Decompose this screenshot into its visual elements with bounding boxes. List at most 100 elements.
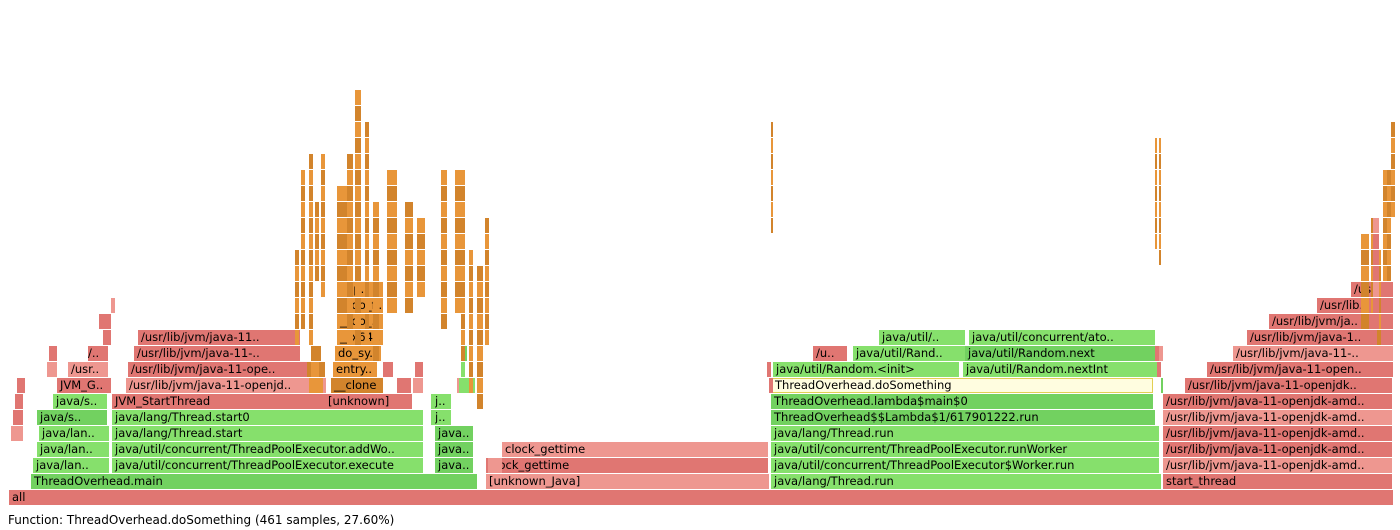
spike-frame[interactable] — [441, 202, 447, 217]
frame-java-lan[interactable]: java/lan.. — [33, 458, 109, 473]
spike-frame[interactable] — [1373, 298, 1379, 313]
spike-frame[interactable] — [771, 122, 773, 137]
spike-frame[interactable] — [387, 202, 397, 217]
frame-jvm-g[interactable]: JVM_G.. — [57, 378, 111, 393]
spike-frame[interactable] — [365, 266, 369, 281]
spike-frame[interactable] — [405, 298, 413, 313]
spike-frame[interactable] — [355, 250, 361, 265]
frame-java-util[interactable]: java/util/.. — [879, 330, 965, 345]
spike-frame[interactable] — [365, 170, 369, 185]
frame-usr-lib-jvm-java-1[interactable]: /usr/lib/jvm/java-1.. — [1247, 330, 1393, 345]
spike-frame[interactable] — [365, 250, 369, 265]
spike-frame[interactable] — [387, 266, 397, 281]
frame-java-util-rand[interactable]: java/util/Rand.. — [853, 346, 966, 361]
spike-frame[interactable] — [309, 234, 313, 249]
spike-frame[interactable] — [1377, 314, 1381, 329]
frame-java-util-random-next[interactable]: java/util/Random.next — [965, 346, 1155, 361]
spike-frame[interactable] — [405, 282, 413, 297]
spike-frame[interactable] — [1387, 186, 1391, 201]
spike-frame[interactable] — [295, 266, 299, 281]
spike-frame[interactable] — [485, 282, 489, 297]
spike-frame[interactable] — [365, 138, 369, 153]
spike-frame[interactable] — [1387, 266, 1391, 281]
spike-frame[interactable] — [355, 234, 361, 249]
spike-frame[interactable] — [315, 250, 319, 265]
spike-frame[interactable] — [1159, 138, 1161, 153]
spike-frame[interactable] — [477, 314, 483, 329]
spike-frame[interactable] — [1361, 314, 1369, 329]
spike-frame[interactable] — [485, 234, 489, 249]
frame-unknown-java[interactable]: [unknown_Java] — [486, 474, 769, 489]
frame-unlabeled[interactable] — [49, 346, 57, 361]
spike-frame[interactable] — [321, 218, 325, 233]
frame-unlabeled[interactable] — [301, 394, 325, 409]
frame-usr-lib-jvm-java-11[interactable]: /usr/lib/jvm/java-11-.. — [134, 346, 300, 361]
frame-java[interactable]: java.. — [435, 442, 473, 457]
spike-frame[interactable] — [441, 298, 447, 313]
spike-frame[interactable] — [485, 218, 489, 233]
spike-frame[interactable] — [355, 298, 361, 313]
spike-frame[interactable] — [477, 362, 483, 377]
frame-usr-lib-jvm-java-11[interactable]: /usr/lib/jvm/java-11.. — [138, 330, 300, 345]
spike-frame[interactable] — [1373, 282, 1379, 297]
spike-frame[interactable] — [355, 122, 361, 137]
spike-frame[interactable] — [1159, 250, 1161, 265]
spike-frame[interactable] — [485, 250, 489, 265]
spike-frame[interactable] — [347, 234, 353, 249]
spike-frame[interactable] — [1361, 250, 1369, 265]
spike-frame[interactable] — [315, 202, 319, 217]
spike-frame[interactable] — [1159, 186, 1161, 201]
spike-frame[interactable] — [461, 202, 465, 217]
spike-frame[interactable] — [1361, 266, 1369, 281]
spike-frame[interactable] — [1155, 154, 1157, 169]
spike-frame[interactable] — [771, 186, 773, 201]
spike-frame[interactable] — [337, 266, 347, 281]
spike-frame[interactable] — [455, 298, 461, 313]
spike-frame[interactable] — [461, 282, 465, 297]
spike-frame[interactable] — [455, 266, 461, 281]
frame-unlabeled[interactable] — [103, 330, 111, 345]
spike-frame[interactable] — [1391, 122, 1395, 137]
frame-usr-lib-jvm-java-11-openjdk-amd[interactable]: /usr/lib/jvm/java-11-openjdk-amd.. — [1163, 458, 1392, 473]
spike-frame[interactable] — [455, 218, 461, 233]
frame-unlabeled[interactable] — [415, 362, 423, 377]
frame-unlabeled[interactable] — [1153, 330, 1155, 345]
frame-unlabeled[interactable] — [13, 410, 23, 425]
spike-frame[interactable] — [1155, 218, 1157, 233]
spike-frame[interactable] — [771, 218, 773, 233]
spike-frame[interactable] — [337, 186, 347, 201]
spike-frame[interactable] — [373, 346, 379, 361]
frame-unlabeled[interactable] — [431, 410, 435, 425]
spike-frame[interactable] — [1361, 282, 1369, 297]
spike-frame[interactable] — [417, 218, 425, 233]
spike-frame[interactable] — [1383, 170, 1387, 185]
frame-u[interactable]: /u.. — [813, 346, 847, 361]
frame-java-util-random-init[interactable]: java/util/Random.<init> — [773, 362, 959, 377]
spike-frame[interactable] — [1391, 170, 1395, 185]
frame-unlabeled[interactable] — [311, 362, 319, 377]
spike-frame[interactable] — [387, 234, 397, 249]
frame-usr-lib-jvm-java-11[interactable]: /usr/lib/jvm/java-11-.. — [1233, 346, 1393, 361]
spike-frame[interactable] — [405, 234, 413, 249]
spike-frame[interactable] — [321, 282, 325, 297]
spike-frame[interactable] — [337, 202, 347, 217]
spike-frame[interactable] — [301, 314, 305, 329]
frame-unlabeled[interactable] — [769, 378, 773, 393]
spike-frame[interactable] — [469, 378, 473, 393]
spike-frame[interactable] — [301, 218, 305, 233]
spike-frame[interactable] — [301, 234, 305, 249]
frame-unlabeled[interactable] — [488, 458, 502, 473]
spike-frame[interactable] — [1155, 234, 1157, 249]
frame-unlabeled[interactable] — [17, 378, 25, 393]
spike-frame[interactable] — [365, 202, 369, 217]
spike-frame[interactable] — [455, 234, 461, 249]
spike-frame[interactable] — [295, 282, 299, 297]
spike-frame[interactable] — [355, 266, 361, 281]
spike-frame[interactable] — [461, 250, 465, 265]
spike-frame[interactable] — [1377, 266, 1381, 281]
spike-frame[interactable] — [1387, 250, 1391, 265]
frame-unlabeled[interactable] — [767, 362, 771, 377]
spike-frame[interactable] — [355, 170, 361, 185]
spike-frame[interactable] — [387, 170, 397, 185]
spike-frame[interactable] — [405, 218, 413, 233]
